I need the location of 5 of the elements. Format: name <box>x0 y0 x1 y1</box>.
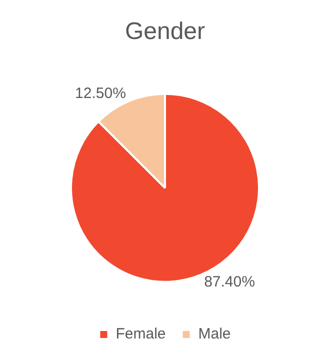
data-label: 12.50% <box>75 84 126 102</box>
legend-label: Female <box>116 326 166 343</box>
data-label: 87.40% <box>204 273 255 290</box>
legend-label: Male <box>198 326 231 343</box>
chart-title: Gender <box>124 18 206 46</box>
